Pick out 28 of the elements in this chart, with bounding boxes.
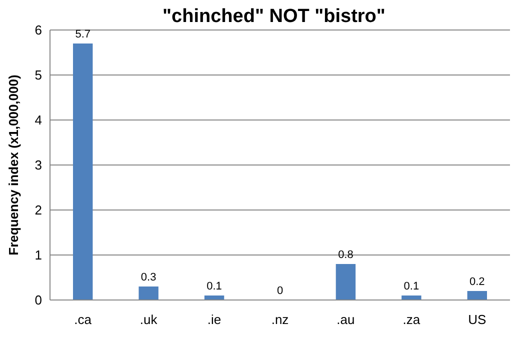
y-axis-title: Frequency index (x1,000,000): [6, 74, 21, 256]
bar: [138, 286, 158, 300]
y-tick-label: 2: [34, 202, 42, 218]
data-label: 0.1: [206, 280, 222, 292]
data-label: 0.2: [469, 276, 485, 288]
x-tick-label: .nz: [271, 312, 289, 327]
data-label: 0.3: [140, 272, 156, 284]
y-tick-label: 0: [34, 292, 42, 308]
bar: [402, 296, 422, 300]
y-tick-label: 1: [34, 248, 42, 263]
data-label: 0.1: [404, 280, 420, 292]
x-tick-label: .ie: [207, 312, 222, 327]
x-tick-label: .za: [402, 312, 421, 327]
chart-title: "chinched" NOT "bistro": [162, 6, 386, 27]
y-tick-label: 4: [34, 112, 42, 128]
y-tick-label: 3: [34, 158, 42, 173]
bar: [73, 44, 93, 300]
x-tick-label: US: [468, 312, 486, 327]
y-tick-label: 6: [34, 22, 42, 38]
data-label: 5.7: [75, 28, 91, 40]
y-tick-label: 5: [34, 68, 42, 83]
x-tick-label: .ca: [74, 312, 92, 327]
x-tick-label: .au: [336, 312, 355, 327]
x-tick-label: .uk: [140, 312, 158, 327]
bar: [336, 264, 356, 300]
bar: [467, 291, 487, 300]
data-label: 0: [276, 285, 284, 297]
data-label: 0.8: [338, 249, 354, 261]
